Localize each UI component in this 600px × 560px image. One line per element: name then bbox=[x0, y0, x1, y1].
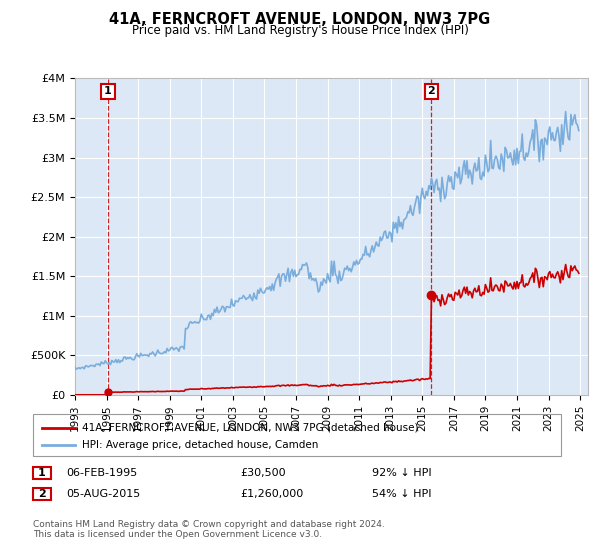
Text: 2: 2 bbox=[38, 489, 46, 499]
Text: £1,260,000: £1,260,000 bbox=[240, 489, 303, 499]
Text: 05-AUG-2015: 05-AUG-2015 bbox=[66, 489, 140, 499]
Text: £30,500: £30,500 bbox=[240, 468, 286, 478]
Text: 92% ↓ HPI: 92% ↓ HPI bbox=[372, 468, 431, 478]
Text: HPI: Average price, detached house, Camden: HPI: Average price, detached house, Camd… bbox=[82, 440, 319, 450]
Text: 54% ↓ HPI: 54% ↓ HPI bbox=[372, 489, 431, 499]
Text: 06-FEB-1995: 06-FEB-1995 bbox=[66, 468, 137, 478]
Text: Contains HM Land Registry data © Crown copyright and database right 2024.
This d: Contains HM Land Registry data © Crown c… bbox=[33, 520, 385, 539]
Text: 1: 1 bbox=[104, 86, 112, 96]
Text: 2: 2 bbox=[428, 86, 435, 96]
Text: Price paid vs. HM Land Registry's House Price Index (HPI): Price paid vs. HM Land Registry's House … bbox=[131, 24, 469, 37]
Text: 41A, FERNCROFT AVENUE, LONDON, NW3 7PG (detached house): 41A, FERNCROFT AVENUE, LONDON, NW3 7PG (… bbox=[82, 423, 419, 433]
Text: 1: 1 bbox=[38, 468, 46, 478]
Text: 41A, FERNCROFT AVENUE, LONDON, NW3 7PG: 41A, FERNCROFT AVENUE, LONDON, NW3 7PG bbox=[109, 12, 491, 27]
